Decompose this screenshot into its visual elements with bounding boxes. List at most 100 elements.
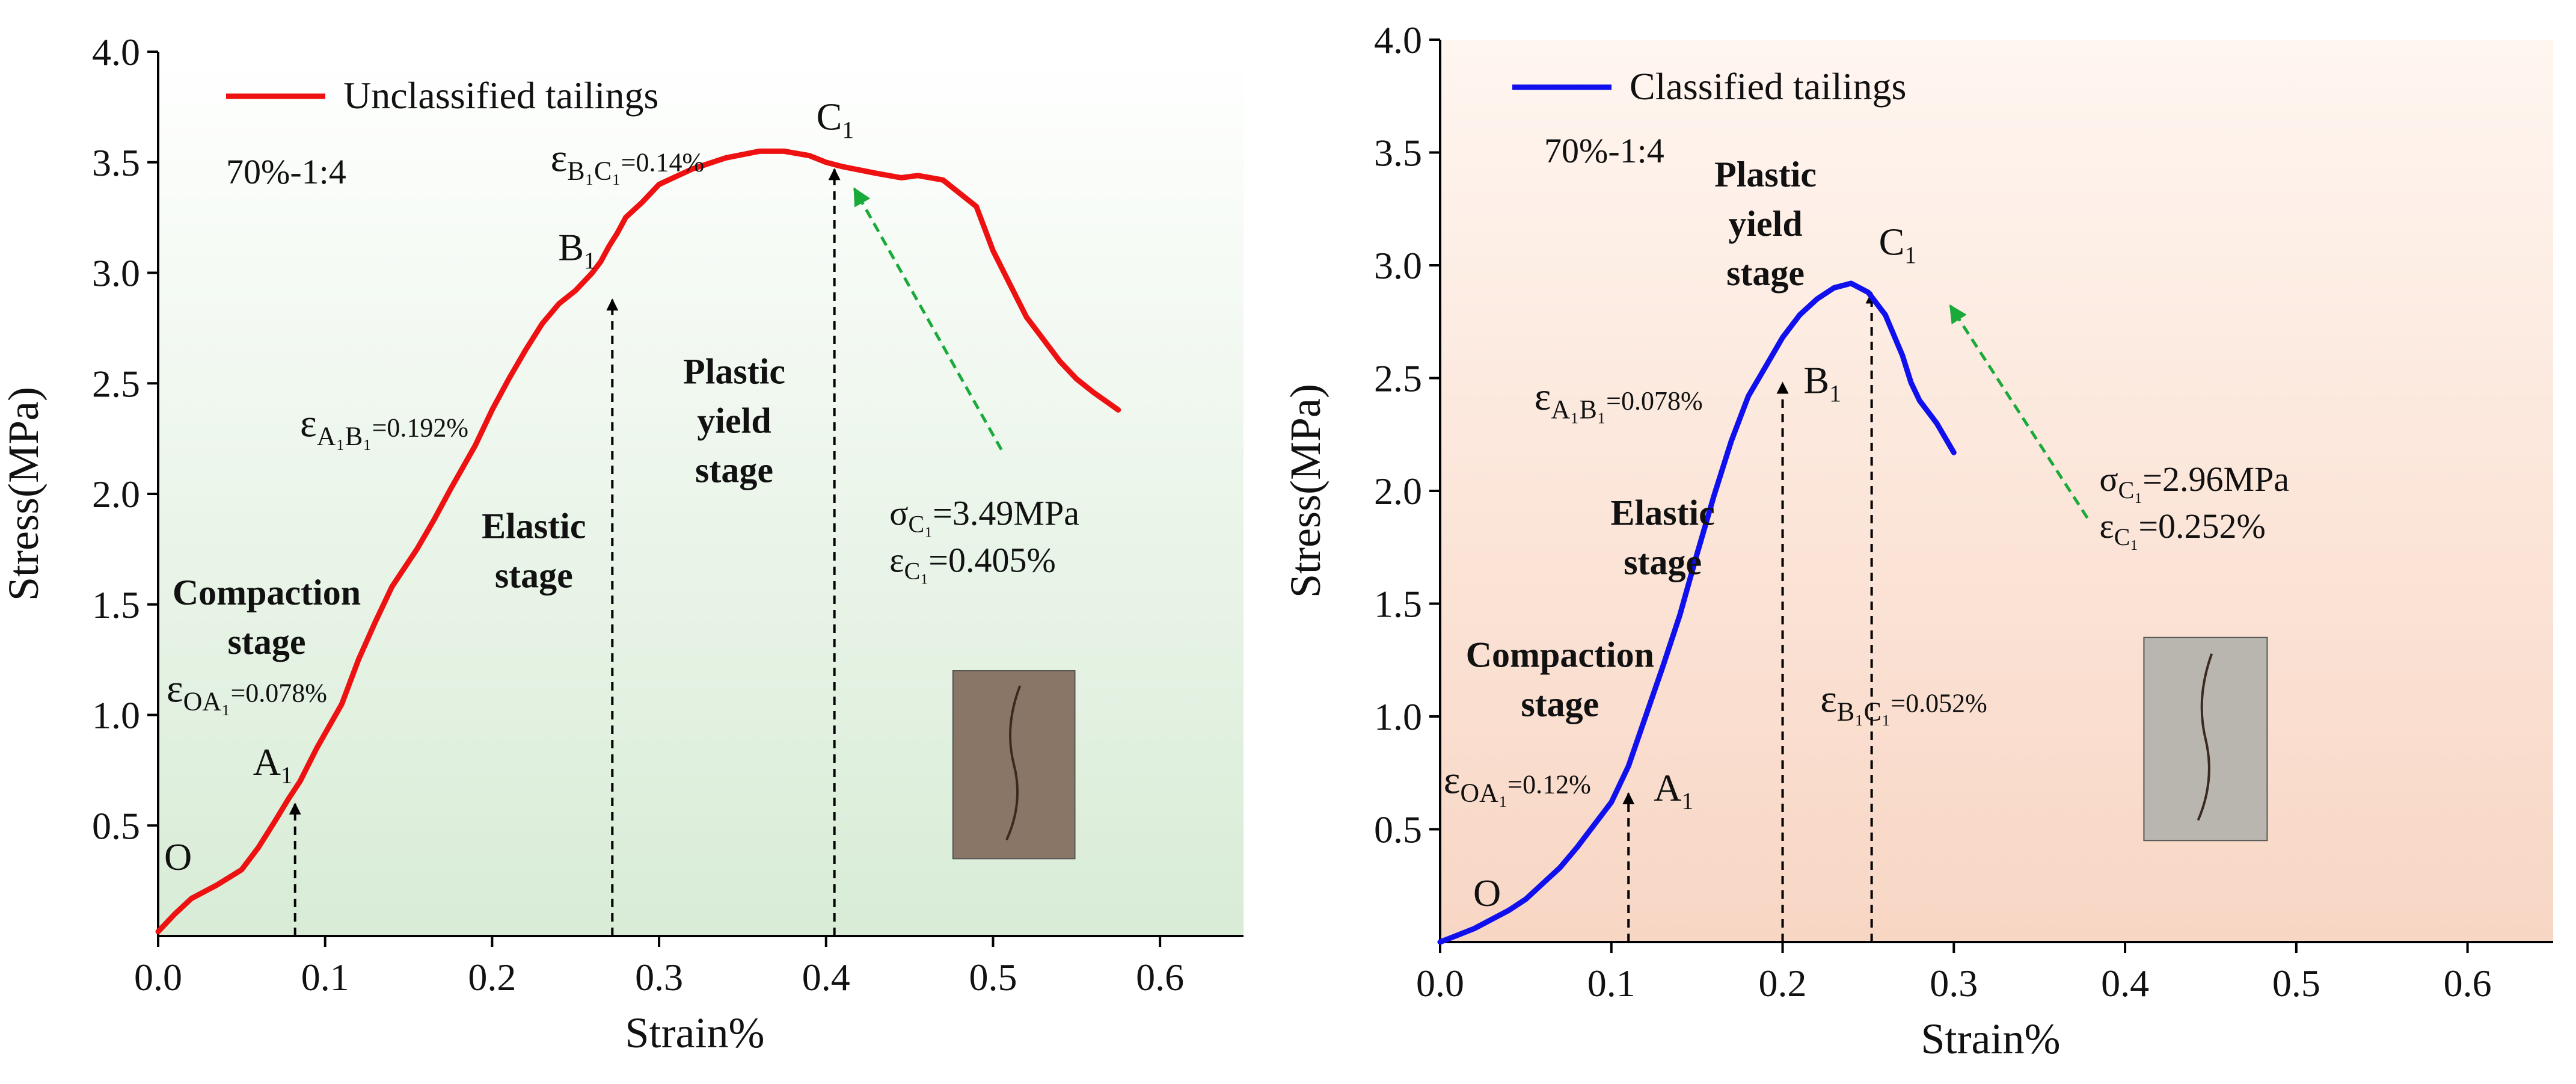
point-label-o-symbol: O	[1473, 872, 1501, 914]
peak-annotation: εC₁=0.405%	[889, 540, 1056, 584]
point-label-a: A1	[1654, 766, 1693, 815]
peak-subscript: C₁	[2114, 523, 2139, 550]
stage-label: Plastic	[683, 351, 785, 391]
y-tick-label: 2.5	[1374, 357, 1422, 400]
strain-subscript: OA₁	[1460, 778, 1507, 808]
x-tick-label: 0.2	[468, 956, 516, 999]
x-tick-label: 0.0	[134, 956, 182, 999]
point-label-b-sub: 1	[584, 247, 596, 274]
peak-symbol: ε	[2099, 507, 2114, 546]
strain-subscript: A₁B₁	[317, 421, 372, 451]
strain-annotation: εA₁B₁=0.192%	[300, 401, 468, 451]
y-tick-label: 0.5	[92, 804, 140, 847]
point-label-o: O	[164, 836, 192, 878]
specimen-photo	[952, 670, 1076, 860]
y-tick-label: 3.5	[1374, 132, 1422, 174]
condition-label: 70%-1:4	[226, 152, 346, 191]
x-tick-label: 0.3	[1930, 962, 1978, 1005]
strain-annotation: εB₁C₁=0.052%	[1820, 677, 1987, 727]
point-label-b: B1	[1804, 359, 1842, 407]
y-axis-title: Stress(MPa)	[1281, 384, 1329, 598]
strain-symbol: ε	[167, 667, 183, 710]
point-label-a-sub: 1	[1681, 788, 1693, 815]
y-tick-label: 0.5	[1374, 808, 1422, 851]
strain-symbol: ε	[551, 136, 568, 180]
specimen-crack	[2197, 653, 2213, 821]
strain-subscript: A₁B₁	[1551, 395, 1606, 424]
point-label-c-symbol: C	[1879, 221, 1905, 263]
y-tick-label: 1.5	[1374, 583, 1422, 626]
point-label-a-symbol: A	[1654, 766, 1681, 809]
strain-symbol: ε	[1535, 375, 1551, 419]
peak-subscript: C₁	[904, 557, 929, 584]
peak-annotation: σC₁=3.49MPa	[889, 493, 1079, 537]
point-label-c: C1	[1879, 221, 1917, 269]
stage-label: stage	[1726, 253, 1805, 293]
y-tick-label: 2.5	[92, 362, 140, 405]
point-label-b: B1	[558, 226, 596, 274]
strain-symbol: ε	[1820, 677, 1837, 721]
peak-indicator-arrow	[853, 187, 1003, 451]
condition-label: 70%-1:4	[1544, 131, 1664, 170]
strain-value: =0.052%	[1891, 689, 1987, 718]
y-tick-label: 4.0	[92, 31, 140, 73]
x-tick-label: 0.1	[301, 956, 349, 999]
point-label-c-symbol: C	[817, 95, 842, 138]
stage-label: Elastic	[482, 507, 586, 546]
point-label-b-symbol: B	[1804, 359, 1830, 402]
peak-symbol: σ	[2099, 460, 2118, 499]
strain-subscript: B₁C₁	[1837, 697, 1891, 727]
strain-value: =0.192%	[372, 413, 468, 442]
series-line	[1437, 280, 1957, 945]
point-label-o: O	[1473, 872, 1501, 914]
point-label-c: C1	[817, 95, 854, 143]
y-tick-label: 4.0	[1374, 19, 1422, 61]
strain-symbol: ε	[300, 401, 317, 445]
y-axis-title: Stress(MPa)	[0, 387, 48, 601]
y-tick-label: 1.0	[92, 694, 140, 737]
peak-value: =3.49MPa	[933, 493, 1079, 532]
peak-value: =0.405%	[928, 540, 1056, 579]
x-tick-label: 0.1	[1587, 962, 1636, 1005]
strain-annotation: εA₁B₁=0.078%	[1535, 375, 1703, 424]
y-tick-label: 1.5	[92, 584, 140, 626]
stage-label: Compaction	[173, 573, 361, 612]
peak-annotation: σC₁=2.96MPa	[2099, 460, 2289, 504]
point-label-a-sub: 1	[281, 762, 293, 789]
series-line	[155, 148, 1121, 935]
x-tick-label: 0.6	[2444, 962, 2492, 1005]
specimen-photo	[2143, 636, 2268, 842]
peak-value: =2.96MPa	[2142, 460, 2289, 499]
stage-label: stage	[1624, 542, 1702, 582]
y-tick-label: 3.5	[92, 141, 140, 184]
point-label-o-symbol: O	[164, 836, 192, 878]
plot-area-background	[1440, 40, 2553, 942]
x-tick-label: 0.2	[1759, 962, 1807, 1005]
legend-label: Classified tailings	[1630, 65, 1906, 108]
y-tick-label: 3.0	[92, 252, 140, 295]
strain-value: =0.12%	[1507, 770, 1590, 799]
x-tick-label: 0.0	[1416, 962, 1464, 1005]
stage-label: Plastic	[1714, 155, 1817, 194]
point-label-a-symbol: A	[253, 741, 281, 783]
y-tick-label: 3.0	[1374, 244, 1422, 287]
stage-label: stage	[695, 450, 773, 490]
x-axis-title: Strain%	[625, 1009, 765, 1057]
point-label-b-sub: 1	[1829, 381, 1841, 407]
x-tick-label: 0.4	[802, 956, 850, 999]
strain-subscript: B₁C₁	[567, 156, 621, 185]
y-tick-label: 2.0	[92, 473, 140, 516]
point-label-a: A1	[253, 741, 293, 789]
strain-value: =0.078%	[230, 678, 327, 707]
strain-subscript: OA₁	[183, 686, 231, 716]
point-label-b-symbol: B	[558, 226, 584, 268]
strain-annotation: εOA₁=0.12%	[1444, 759, 1591, 808]
legend-label: Unclassified tailings	[343, 74, 658, 117]
x-axis-title: Strain%	[1921, 1015, 2061, 1063]
point-label-c-sub: 1	[842, 117, 854, 143]
x-tick-label: 0.5	[969, 956, 1017, 999]
x-tick-label: 0.5	[2272, 962, 2320, 1005]
strain-value: =0.14%	[621, 147, 704, 177]
x-tick-label: 0.4	[2101, 962, 2149, 1005]
